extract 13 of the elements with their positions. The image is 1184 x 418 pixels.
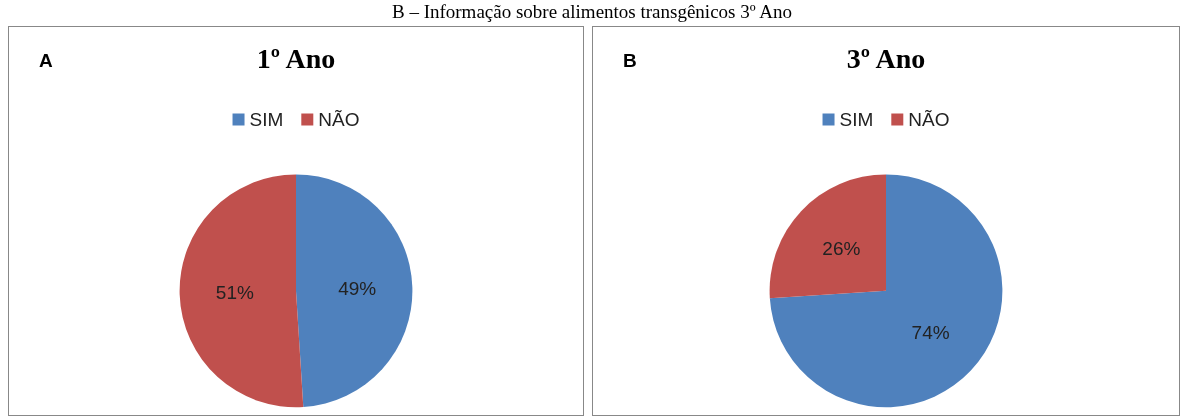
legend-label: SIM bbox=[839, 109, 874, 130]
legend-label: NÃO bbox=[318, 109, 360, 130]
data-label: 26% bbox=[822, 238, 861, 260]
chart-title: 1º Ano bbox=[256, 42, 336, 74]
data-label: 74% bbox=[911, 322, 950, 344]
data-label: 51% bbox=[215, 282, 254, 304]
chart-title: 3º Ano bbox=[846, 42, 926, 74]
text: A bbox=[39, 50, 53, 71]
data-label: 49% bbox=[338, 278, 377, 300]
legend-label: SIM bbox=[249, 109, 284, 130]
legend-label: NÃO bbox=[908, 109, 950, 130]
text: B bbox=[623, 50, 637, 71]
text: B – Informação sobre alimentos transgênicos 3º Ano bbox=[390, 0, 794, 24]
